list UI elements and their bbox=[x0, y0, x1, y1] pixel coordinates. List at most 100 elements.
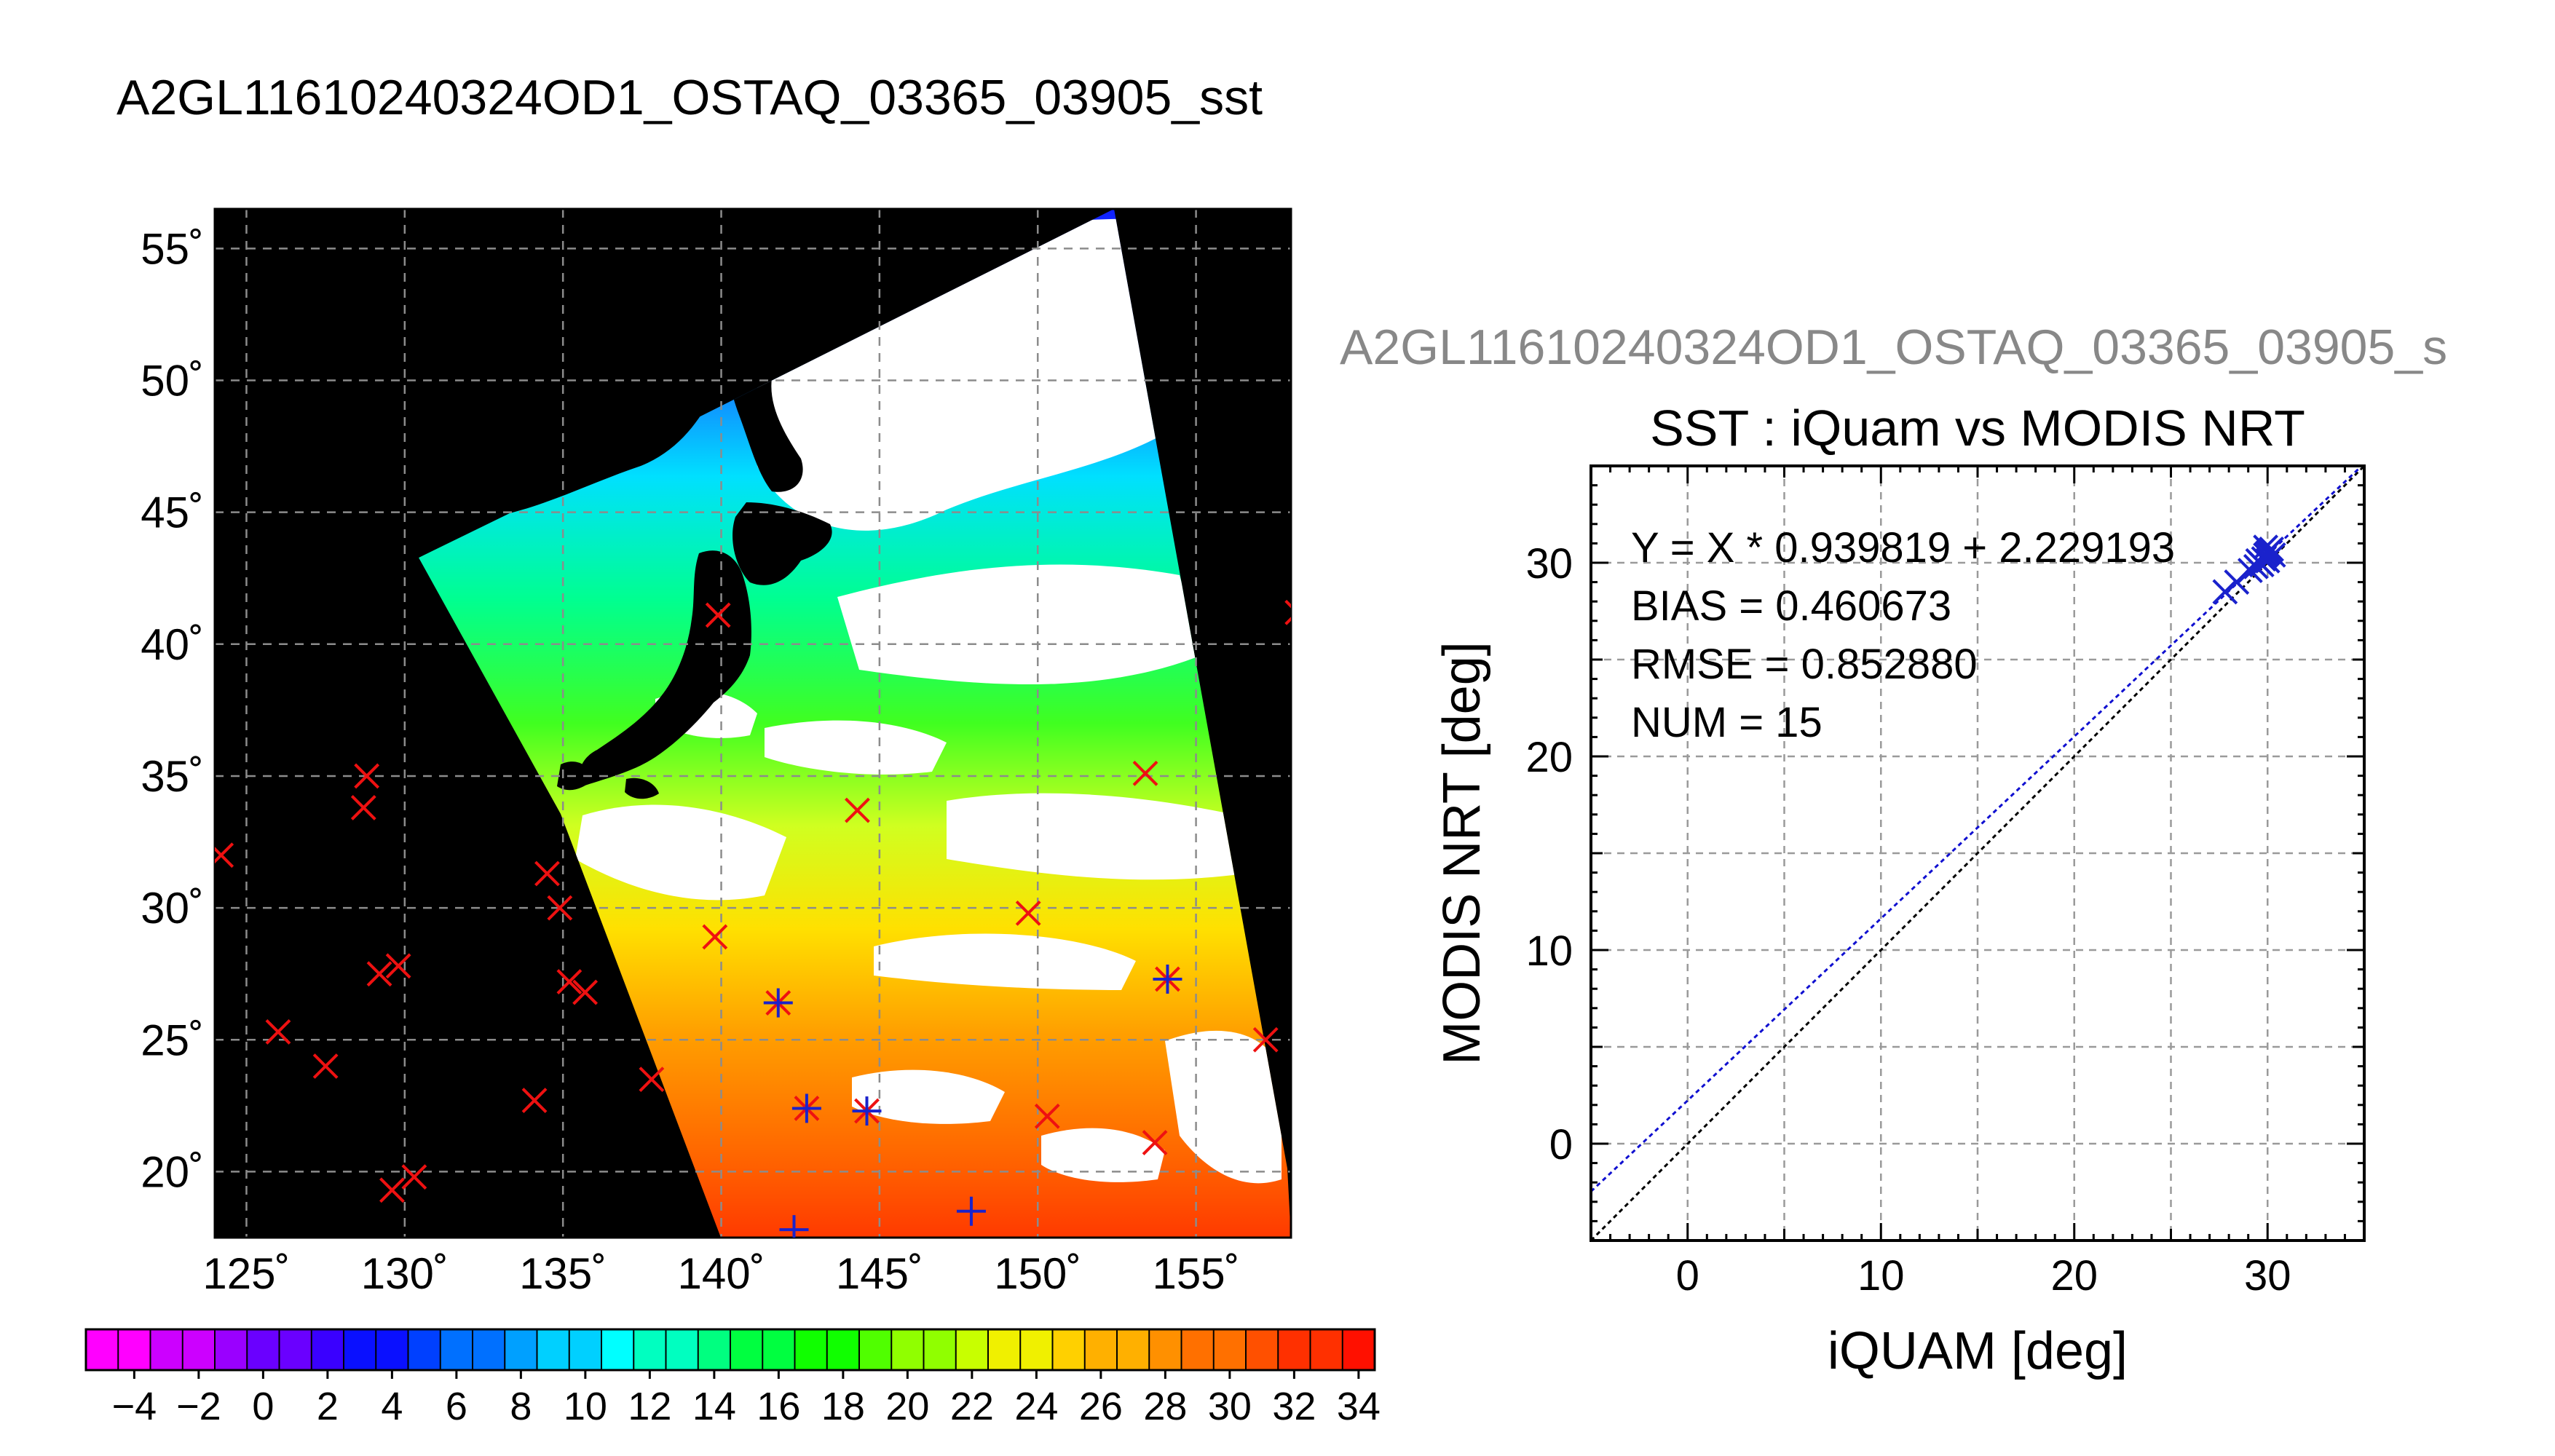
map-red-cross bbox=[556, 969, 583, 994]
scatter-stats: Y = X * 0.939819 + 2.229193 BIAS = 0.4606… bbox=[1631, 524, 2175, 746]
figure-title: A2GL11610240324OD1_OSTAQ_03365_03905_sst bbox=[117, 70, 1263, 125]
scatter-stat-line: NUM = 15 bbox=[1631, 699, 1823, 746]
map-y-tick-label: 25˚ bbox=[141, 1016, 204, 1064]
colorbar-frame bbox=[84, 1328, 1376, 1372]
scatter-title: SST : iQuam vs MODIS NRT bbox=[1650, 400, 2305, 456]
map-x-ticks: 125˚ 130˚ 135˚ 140˚ 145˚ 150˚ 155˚ bbox=[202, 1249, 1239, 1298]
colorbar-segment bbox=[601, 1329, 635, 1370]
scatter-points bbox=[2212, 534, 2286, 605]
scatter-x-tick-label: 0 bbox=[1676, 1252, 1699, 1299]
map-red-cross bbox=[354, 763, 380, 789]
colorbar-segment bbox=[955, 1329, 989, 1370]
colorbar bbox=[84, 1328, 1376, 1372]
map-x-tick-label: 145˚ bbox=[836, 1249, 923, 1298]
scatter-y-tick-label: 0 bbox=[1549, 1121, 1573, 1168]
colorbar-segment bbox=[1213, 1329, 1247, 1370]
map-red-cross bbox=[1142, 1130, 1168, 1155]
map-red-cross bbox=[385, 953, 411, 979]
colorbar-label: 18 bbox=[821, 1385, 865, 1428]
map-red-cross bbox=[572, 979, 599, 1005]
colorbar-label: 24 bbox=[1014, 1385, 1058, 1428]
map-blue-marker bbox=[763, 988, 793, 1018]
scatter-super-title: A2GL11610240324OD1_OSTAQ_03365_03905_s bbox=[1340, 320, 2447, 375]
colorbar-segment bbox=[1020, 1329, 1054, 1370]
colorbar-label: 8 bbox=[510, 1385, 532, 1428]
map-red-cross bbox=[265, 1018, 291, 1045]
colorbar-label: 26 bbox=[1079, 1385, 1123, 1428]
map-red-cross bbox=[350, 795, 376, 820]
colorbar-label: 14 bbox=[692, 1385, 736, 1428]
scatter-ylabel: MODIS NRT [deg] bbox=[1433, 641, 1491, 1065]
map-red-cross bbox=[845, 797, 870, 823]
scatter-y-tick-label: 20 bbox=[1525, 734, 1573, 781]
colorbar-segment bbox=[311, 1329, 344, 1370]
colorbar-segment bbox=[1084, 1329, 1118, 1370]
scatter-stat-line: Y = X * 0.939819 + 2.229193 bbox=[1631, 524, 2175, 571]
colorbar-segment bbox=[762, 1329, 796, 1370]
map-y-tick-label: 30˚ bbox=[141, 884, 204, 933]
map-red-cross bbox=[1034, 1103, 1060, 1129]
colorbar-segment bbox=[182, 1329, 216, 1370]
colorbar-label: 32 bbox=[1272, 1385, 1316, 1428]
map-red-cross bbox=[1132, 760, 1158, 786]
map-red-cross bbox=[312, 1053, 339, 1079]
map-blue-marker bbox=[791, 1093, 821, 1123]
colorbar-label: 16 bbox=[757, 1385, 800, 1428]
colorbar-segment bbox=[633, 1329, 667, 1370]
colorbar-segment bbox=[1181, 1329, 1215, 1370]
scatter-y-tick-label: 30 bbox=[1525, 540, 1573, 587]
colorbar-segment bbox=[698, 1329, 731, 1370]
colorbar-segment bbox=[1052, 1329, 1086, 1370]
scatter-x-tick-label: 30 bbox=[2244, 1252, 2291, 1299]
map-x-tick-label: 135˚ bbox=[519, 1249, 607, 1298]
map-red-cross bbox=[521, 1088, 548, 1114]
colorbar-label: 12 bbox=[628, 1385, 671, 1428]
colorbar-segment bbox=[923, 1329, 957, 1370]
colorbar-segment bbox=[440, 1329, 473, 1370]
map-red-cross bbox=[1284, 599, 1291, 625]
colorbar-segment bbox=[826, 1329, 860, 1370]
colorbar-segment bbox=[569, 1329, 602, 1370]
map-x-tick-label: 140˚ bbox=[677, 1249, 765, 1298]
scatter-ticks: 0 10 20 30 0 10 20 30 bbox=[1525, 464, 2366, 1299]
colorbar-segment bbox=[1278, 1329, 1311, 1370]
map-red-cross bbox=[702, 924, 728, 950]
colorbar-segment bbox=[215, 1329, 248, 1370]
map-red-cross bbox=[366, 961, 392, 987]
land-mainland bbox=[215, 209, 801, 582]
colorbar-label: 6 bbox=[446, 1385, 467, 1428]
colorbar-label: 30 bbox=[1208, 1385, 1252, 1428]
map-red-cross bbox=[401, 1164, 427, 1190]
colorbar-label: 4 bbox=[381, 1385, 403, 1428]
map-red-cross bbox=[1015, 900, 1041, 926]
scatter-grid bbox=[1591, 466, 2364, 1241]
colorbar-segment bbox=[1342, 1329, 1375, 1370]
colorbar-segment bbox=[86, 1329, 119, 1370]
colorbar-segment bbox=[376, 1329, 409, 1370]
colorbar-label: 10 bbox=[564, 1385, 607, 1428]
colorbar-label: 22 bbox=[950, 1385, 994, 1428]
sst-map: 125˚ 130˚ 135˚ 140˚ 145˚ 150˚ 155˚ 20˚ 25˚ 30˚ 35… bbox=[84, 207, 1381, 1428]
map-x-tick-label: 155˚ bbox=[1153, 1249, 1240, 1298]
colorbar-segment bbox=[730, 1329, 764, 1370]
colorbar-label: 0 bbox=[252, 1385, 274, 1428]
colorbar-segment bbox=[537, 1329, 570, 1370]
map-red-cross bbox=[379, 1177, 405, 1203]
scatter-xlabel: iQUAM [deg] bbox=[1828, 1322, 2128, 1380]
map-red-cross bbox=[547, 895, 573, 921]
map-blue-marker bbox=[779, 1215, 809, 1238]
colorbar-label: 34 bbox=[1337, 1385, 1381, 1428]
map-blue-marker bbox=[1153, 964, 1182, 994]
map-red-cross bbox=[534, 860, 560, 887]
map-y-tick-label: 35˚ bbox=[141, 752, 204, 801]
colorbar-segment bbox=[279, 1329, 312, 1370]
scatter-stat-line: RMSE = 0.852880 bbox=[1631, 641, 1978, 688]
map-markers bbox=[215, 599, 1291, 1238]
scatter-stat-line: BIAS = 0.460673 bbox=[1631, 582, 1951, 630]
colorbar-label: 20 bbox=[885, 1385, 929, 1428]
map-y-tick-label: 20˚ bbox=[141, 1147, 204, 1196]
scatter-point bbox=[2260, 542, 2286, 568]
colorbar-segment bbox=[1310, 1329, 1343, 1370]
map-red-cross bbox=[1252, 1026, 1279, 1053]
